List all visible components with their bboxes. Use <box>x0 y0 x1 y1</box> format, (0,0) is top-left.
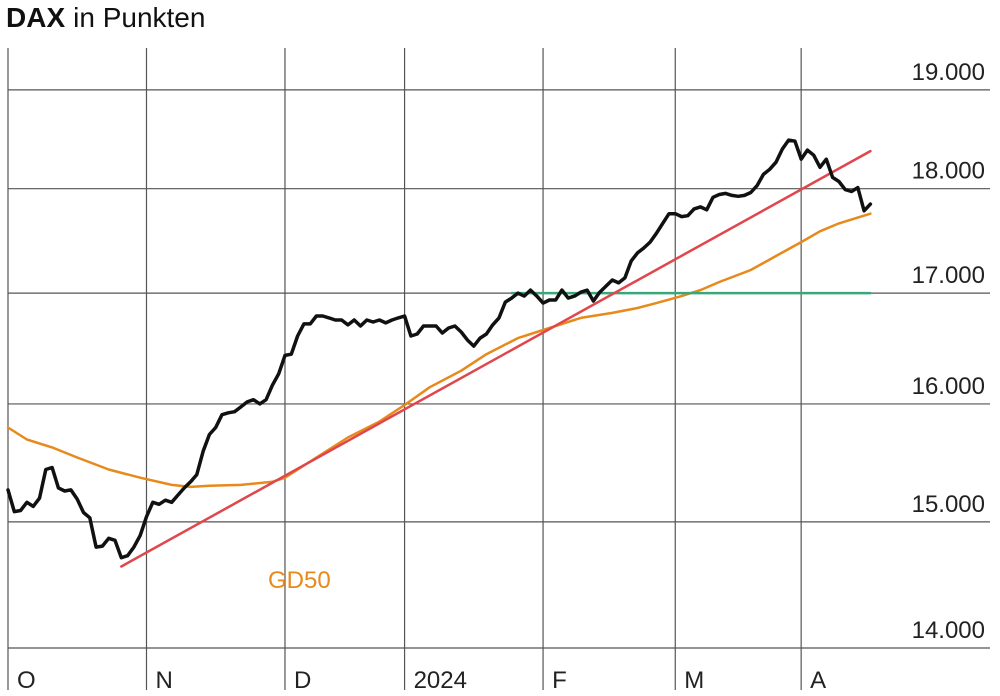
x-tick-label: N <box>155 667 172 694</box>
series-line <box>6 138 873 560</box>
plot <box>6 138 873 568</box>
x-tick-label: O <box>17 667 36 694</box>
x-tick-label: A <box>810 667 826 694</box>
x-tick-label: F <box>552 667 567 694</box>
x-tick-label: D <box>294 667 311 694</box>
grid: 14.000 15.000 16.000 17.000 18.000 19.000 O N D 2… <box>7 48 990 694</box>
y-tick-label: 15.000 <box>912 491 985 518</box>
y-tick-label: 14.000 <box>912 617 985 644</box>
series-line <box>120 149 872 568</box>
y-tick-label: 16.000 <box>912 373 985 400</box>
chart-title-group: DAX in Punkten <box>6 2 205 33</box>
y-tick-label: 19.000 <box>912 59 985 86</box>
chart-subtitle: in Punkten <box>73 2 205 33</box>
x-tick-label: 2024 <box>414 667 467 694</box>
y-tick-label: 18.000 <box>912 158 985 185</box>
x-tick-label: M <box>684 667 704 694</box>
y-tick-label: 17.000 <box>912 262 985 289</box>
chart-title: DAX <box>6 2 65 33</box>
series-annotation: GD50 <box>268 567 331 594</box>
series-line <box>6 212 872 489</box>
